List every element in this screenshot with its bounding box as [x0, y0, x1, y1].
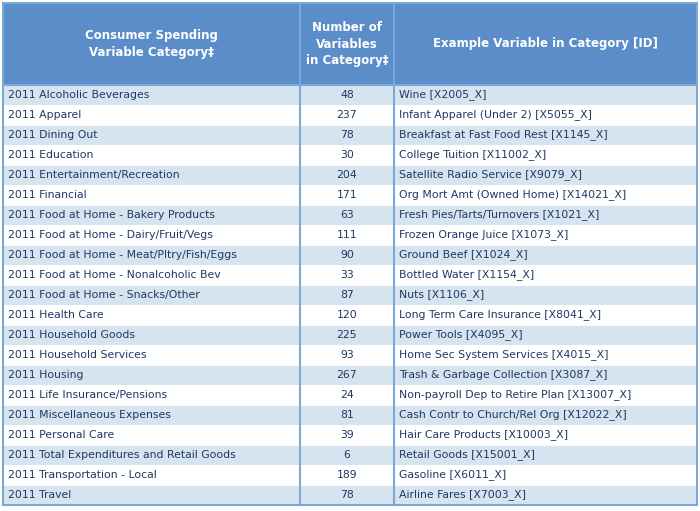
- Text: 90: 90: [340, 250, 354, 260]
- Text: Home Sec System Services [X4015_X]: Home Sec System Services [X4015_X]: [399, 350, 608, 360]
- Text: 87: 87: [340, 290, 354, 300]
- Text: 2011 Dining Out: 2011 Dining Out: [8, 130, 97, 140]
- Text: College Tuition [X11002_X]: College Tuition [X11002_X]: [399, 150, 546, 160]
- Text: Frozen Orange Juice [X1073_X]: Frozen Orange Juice [X1073_X]: [399, 229, 568, 241]
- Bar: [3, 485, 697, 505]
- Bar: [3, 345, 697, 365]
- Bar: [3, 205, 697, 225]
- Text: 204: 204: [337, 170, 357, 180]
- Text: 30: 30: [340, 150, 354, 160]
- Text: 237: 237: [337, 110, 357, 120]
- Text: 2011 Apparel: 2011 Apparel: [8, 110, 81, 120]
- Bar: [3, 325, 697, 345]
- Text: 24: 24: [340, 390, 354, 400]
- Text: 120: 120: [337, 310, 357, 320]
- Bar: [3, 265, 697, 285]
- Text: 2011 Total Expenditures and Retail Goods: 2011 Total Expenditures and Retail Goods: [8, 450, 236, 460]
- Text: 2011 Personal Care: 2011 Personal Care: [8, 430, 114, 440]
- Bar: [3, 185, 697, 205]
- Text: 225: 225: [337, 330, 357, 340]
- Text: 2011 Food at Home - Snacks/Other: 2011 Food at Home - Snacks/Other: [8, 290, 199, 300]
- Bar: [3, 405, 697, 425]
- Text: 2011 Transportation - Local: 2011 Transportation - Local: [8, 470, 157, 480]
- Text: Example Variable in Category [ID]: Example Variable in Category [ID]: [433, 37, 658, 51]
- Text: Power Tools [X4095_X]: Power Tools [X4095_X]: [399, 330, 522, 340]
- Text: 2011 Health Care: 2011 Health Care: [8, 310, 104, 320]
- Bar: [3, 425, 697, 445]
- Text: 2011 Miscellaneous Expenses: 2011 Miscellaneous Expenses: [8, 410, 171, 420]
- Text: 93: 93: [340, 350, 354, 360]
- Text: 2011 Food at Home - Dairy/Fruit/Vegs: 2011 Food at Home - Dairy/Fruit/Vegs: [8, 230, 213, 240]
- Text: Fresh Pies/Tarts/Turnovers [X1021_X]: Fresh Pies/Tarts/Turnovers [X1021_X]: [399, 210, 599, 220]
- Bar: [3, 445, 697, 465]
- Text: 2011 Household Services: 2011 Household Services: [8, 350, 146, 360]
- Text: 189: 189: [337, 470, 357, 480]
- Text: 2011 Travel: 2011 Travel: [8, 490, 71, 500]
- Text: Satellite Radio Service [X9079_X]: Satellite Radio Service [X9079_X]: [399, 170, 582, 180]
- Text: 48: 48: [340, 90, 354, 100]
- Bar: [3, 245, 697, 265]
- Text: 63: 63: [340, 210, 354, 220]
- Text: Long Term Care Insurance [X8041_X]: Long Term Care Insurance [X8041_X]: [399, 310, 601, 320]
- Bar: [3, 85, 697, 105]
- Text: Consumer Spending
Variable Category‡: Consumer Spending Variable Category‡: [85, 29, 218, 59]
- Bar: [3, 305, 697, 325]
- Text: 2011 Food at Home - Bakery Products: 2011 Food at Home - Bakery Products: [8, 210, 215, 220]
- Text: 2011 Food at Home - Meat/Pltry/Fish/Eggs: 2011 Food at Home - Meat/Pltry/Fish/Eggs: [8, 250, 237, 260]
- Bar: [3, 465, 697, 485]
- Bar: [3, 165, 697, 185]
- Text: 81: 81: [340, 410, 354, 420]
- Text: 267: 267: [337, 370, 357, 380]
- Text: 2011 Alcoholic Beverages: 2011 Alcoholic Beverages: [8, 90, 149, 100]
- Bar: [3, 125, 697, 145]
- Text: 2011 Housing: 2011 Housing: [8, 370, 83, 380]
- Text: Cash Contr to Church/Rel Org [X12022_X]: Cash Contr to Church/Rel Org [X12022_X]: [399, 409, 626, 421]
- Text: 2011 Entertainment/Recreation: 2011 Entertainment/Recreation: [8, 170, 180, 180]
- Text: 2011 Household Goods: 2011 Household Goods: [8, 330, 135, 340]
- Text: 33: 33: [340, 270, 354, 280]
- Text: 111: 111: [337, 230, 357, 240]
- Text: 171: 171: [337, 190, 357, 200]
- Text: Nuts [X1106_X]: Nuts [X1106_X]: [399, 290, 484, 300]
- Text: Ground Beef [X1024_X]: Ground Beef [X1024_X]: [399, 249, 528, 261]
- Text: 2011 Food at Home - Nonalcoholic Bev: 2011 Food at Home - Nonalcoholic Bev: [8, 270, 220, 280]
- Text: Number of
Variables
in Category‡: Number of Variables in Category‡: [306, 21, 388, 67]
- Text: Breakfast at Fast Food Rest [X1145_X]: Breakfast at Fast Food Rest [X1145_X]: [399, 130, 608, 141]
- Text: 78: 78: [340, 130, 354, 140]
- Text: Gasoline [X6011_X]: Gasoline [X6011_X]: [399, 470, 506, 480]
- Bar: [3, 385, 697, 405]
- Bar: [3, 3, 697, 85]
- Text: Hair Care Products [X10003_X]: Hair Care Products [X10003_X]: [399, 430, 568, 440]
- Bar: [3, 365, 697, 385]
- Text: Non-payroll Dep to Retire Plan [X13007_X]: Non-payroll Dep to Retire Plan [X13007_X…: [399, 389, 631, 401]
- Text: Bottled Water [X1154_X]: Bottled Water [X1154_X]: [399, 269, 534, 281]
- Text: 39: 39: [340, 430, 354, 440]
- Text: Infant Apparel (Under 2) [X5055_X]: Infant Apparel (Under 2) [X5055_X]: [399, 109, 592, 121]
- Text: Retail Goods [X15001_X]: Retail Goods [X15001_X]: [399, 450, 535, 460]
- Text: Trash & Garbage Collection [X3087_X]: Trash & Garbage Collection [X3087_X]: [399, 369, 607, 381]
- Text: Airline Fares [X7003_X]: Airline Fares [X7003_X]: [399, 490, 526, 500]
- Bar: [3, 105, 697, 125]
- Bar: [3, 285, 697, 305]
- Text: 6: 6: [344, 450, 350, 460]
- Bar: [3, 225, 697, 245]
- Text: 2011 Financial: 2011 Financial: [8, 190, 87, 200]
- Text: Org Mort Amt (Owned Home) [X14021_X]: Org Mort Amt (Owned Home) [X14021_X]: [399, 190, 626, 200]
- Bar: [3, 145, 697, 165]
- Text: 2011 Education: 2011 Education: [8, 150, 93, 160]
- Text: 78: 78: [340, 490, 354, 500]
- Text: 2011 Life Insurance/Pensions: 2011 Life Insurance/Pensions: [8, 390, 167, 400]
- Text: Wine [X2005_X]: Wine [X2005_X]: [399, 89, 486, 101]
